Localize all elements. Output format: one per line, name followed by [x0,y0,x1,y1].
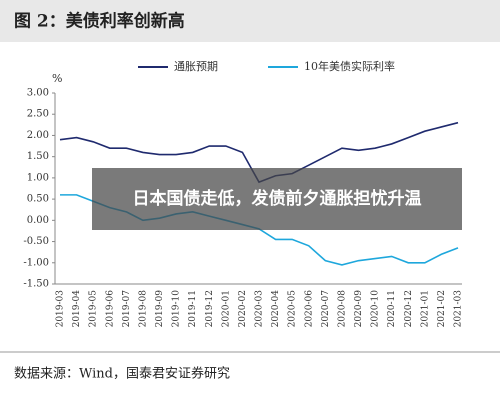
x-tick-label: 2020-02 [238,290,248,327]
x-tick-label: 2020-11 [387,290,397,327]
header-bg [0,0,500,42]
y-tick-label: 2.50 [27,109,49,120]
x-tick-label: 2020-09 [354,290,364,328]
x-tick-label: 2020-10 [371,290,381,328]
x-tick-label: 2019-04 [72,290,82,328]
chart-title: 图 2：美债利率创新高 [14,11,185,32]
x-tick-label: 2020-08 [337,290,347,328]
x-tick-label: 2020-06 [304,290,314,328]
x-tick-label: 2020-03 [255,290,265,328]
legend-label: 通胀预期 [174,60,218,73]
x-tick-label: 2020-12 [404,290,414,327]
y-tick-label: 0.00 [27,215,49,226]
x-tick-label: 2020-07 [321,290,331,328]
source: 数据来源：Wind，国泰君安证券研究 [14,366,230,382]
y-axis-label: % [52,72,62,85]
x-tick-label: 2019-07 [122,290,132,328]
x-tick-label: 2020-05 [288,290,298,328]
x-tick-label: 2019-10 [172,290,182,328]
y-tick-label: 0.50 [27,194,49,205]
x-tick-label: 2019-08 [138,290,148,328]
overlay-text: 日本国债走低，发债前夕通胀担忧升温 [132,189,422,209]
x-tick-label: 2019-05 [89,290,99,328]
x-tick-label: 2019-06 [105,290,115,328]
x-tick-label: 2020-04 [271,290,281,328]
y-tick-label: 2.00 [27,130,49,141]
x-tick-label: 2021-03 [454,290,464,328]
y-tick-label: -1.50 [23,279,49,290]
overlay-banner: 日本国债走低，发债前夕通胀担忧升温 [92,168,462,230]
y-tick-label: -1.00 [23,257,49,268]
x-tick-label: 2019-03 [56,290,66,328]
x-tick-label: 2021-01 [420,290,430,327]
x-tick-label: 2021-02 [437,290,447,327]
x-tick-label: 2019-12 [205,290,215,327]
y-tick-label: -0.50 [23,236,49,247]
y-tick-label: 3.00 [27,88,49,99]
x-tick-label: 2019-09 [155,290,165,328]
legend-label: 10年美债实际利率 [304,59,395,73]
x-tick-label: 2019-11 [188,290,198,327]
x-tick-label: 2020-01 [221,290,231,327]
y-tick-label: 1.00 [27,172,49,183]
y-tick-label: 1.50 [27,151,49,162]
